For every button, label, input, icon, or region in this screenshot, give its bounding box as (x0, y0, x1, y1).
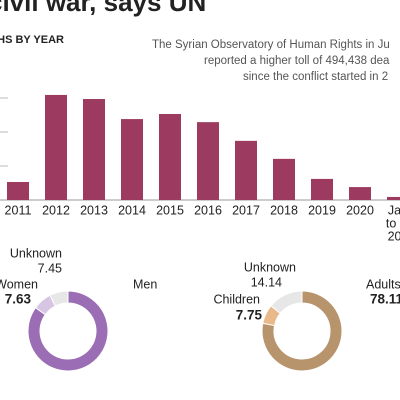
segment-label: Women (0, 277, 38, 291)
x-tick-label: 2017 (232, 203, 260, 217)
bar (273, 158, 295, 200)
value-label: 14.14 (251, 275, 282, 289)
bar (83, 99, 105, 200)
bar (197, 122, 219, 200)
segment-label: Adults (366, 277, 400, 291)
x-tick-label: 2014 (118, 203, 146, 217)
value-label: 78.11 (370, 292, 400, 307)
bar (159, 113, 181, 200)
x-tick-label: 2018 (270, 203, 298, 217)
donut-segment (270, 290, 303, 315)
bar (45, 94, 67, 200)
x-tick-label: 2016 (194, 203, 222, 217)
chart-subtitle: DEATHS BY YEAR (0, 34, 64, 46)
segment-label: Children (213, 292, 260, 306)
bar (7, 181, 29, 200)
x-tick-label: Jan (388, 203, 400, 217)
annotation: reported a higher toll of 494,438 dea (204, 55, 390, 67)
x-tick-label: 202 (388, 229, 400, 243)
bar (311, 178, 333, 200)
x-tick-label: 2019 (308, 203, 336, 217)
bar (349, 187, 371, 200)
chart-title: civil war, says UN (0, 0, 206, 17)
x-tick-label: 2011 (5, 203, 32, 217)
x-tick-label: to M (386, 216, 400, 230)
x-tick-label: 2015 (156, 203, 184, 217)
annotation: The Syrian Observatory of Human Rights i… (152, 39, 390, 51)
segment-label: Unknown (10, 246, 62, 260)
bar (121, 119, 143, 200)
donut-segment (49, 290, 69, 307)
segment-label: Men (133, 277, 157, 291)
bar (235, 140, 257, 200)
x-tick-label: 2013 (80, 203, 108, 217)
value-label: 7.75 (236, 308, 263, 323)
annotation: since the conflict started in 2 (243, 71, 388, 83)
donut-segment (261, 290, 343, 372)
segment-label: Unknown (244, 260, 296, 274)
value-label: 7.63 (5, 292, 32, 307)
bar (387, 196, 400, 200)
donut-segment (27, 290, 109, 372)
x-tick-label: 2020 (346, 203, 374, 217)
x-tick-label: 2012 (42, 203, 70, 217)
value-label: 7.45 (38, 261, 62, 275)
